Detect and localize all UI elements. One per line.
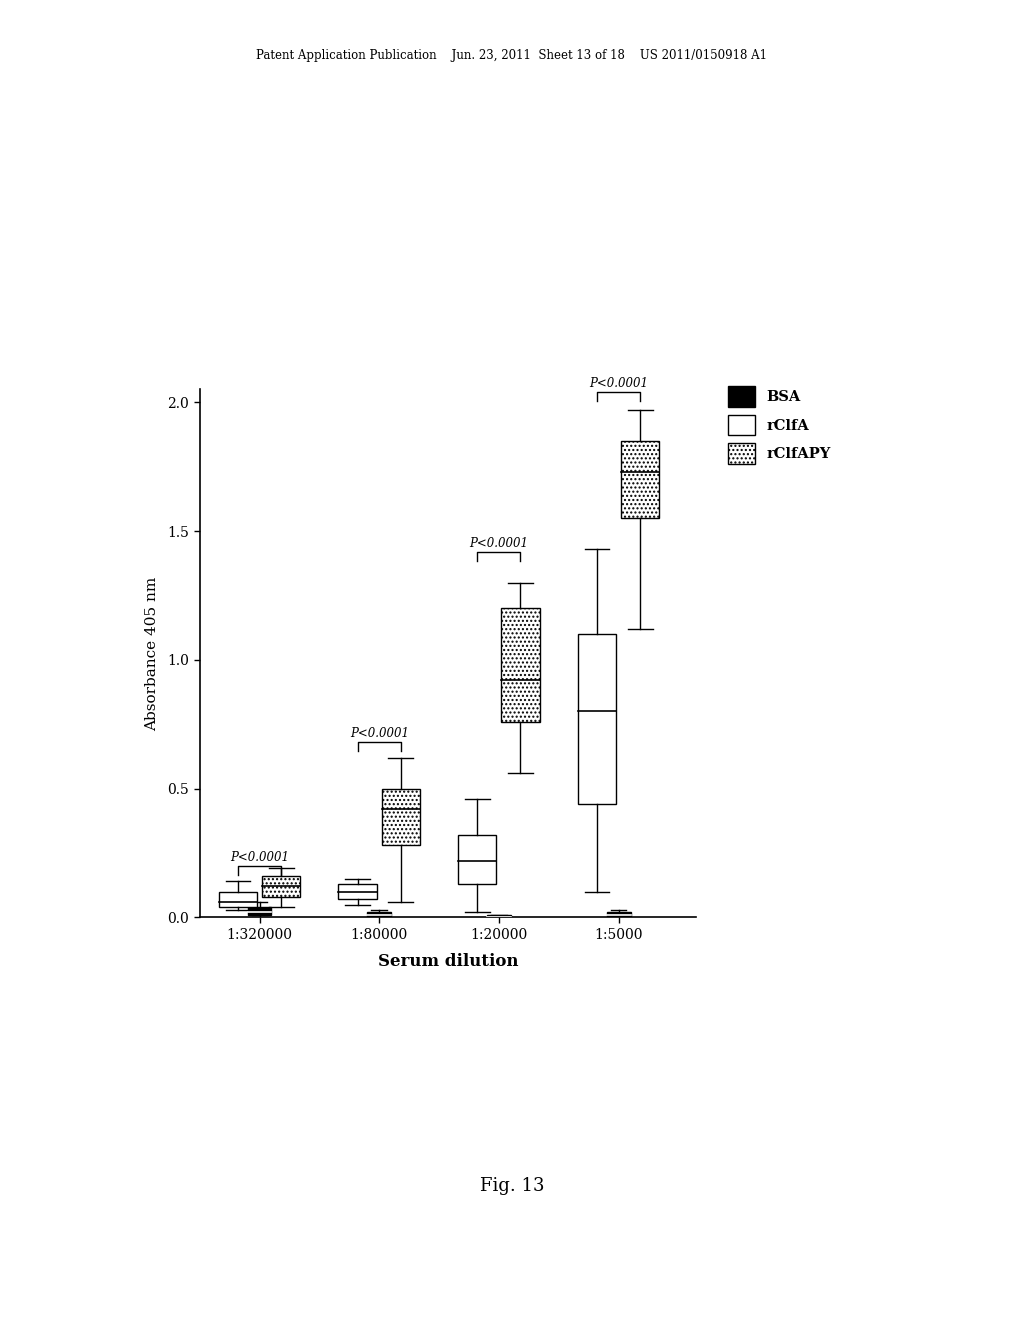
Text: Patent Application Publication    Jun. 23, 2011  Sheet 13 of 18    US 2011/01509: Patent Application Publication Jun. 23, …	[256, 49, 768, 62]
Text: P<0.0001: P<0.0001	[230, 851, 289, 863]
Bar	[578, 634, 616, 804]
Bar	[262, 876, 300, 896]
Y-axis label: Absorbance 405 nm: Absorbance 405 nm	[145, 577, 159, 730]
Bar	[486, 915, 511, 917]
Bar	[621, 441, 659, 519]
Bar	[502, 609, 540, 722]
Bar	[382, 788, 420, 845]
Bar	[248, 907, 271, 915]
Text: Fig. 13: Fig. 13	[480, 1177, 544, 1196]
Legend: BSA, rClfA, rClfAPY: BSA, rClfA, rClfAPY	[728, 387, 830, 465]
Bar	[339, 884, 377, 899]
Bar	[606, 912, 631, 917]
Bar	[458, 836, 497, 884]
X-axis label: Serum dilution: Serum dilution	[378, 953, 518, 970]
Bar	[219, 891, 257, 907]
Text: P<0.0001: P<0.0001	[469, 537, 528, 549]
Text: P<0.0001: P<0.0001	[349, 727, 409, 741]
Text: P<0.0001: P<0.0001	[589, 378, 648, 389]
Bar	[368, 912, 391, 917]
